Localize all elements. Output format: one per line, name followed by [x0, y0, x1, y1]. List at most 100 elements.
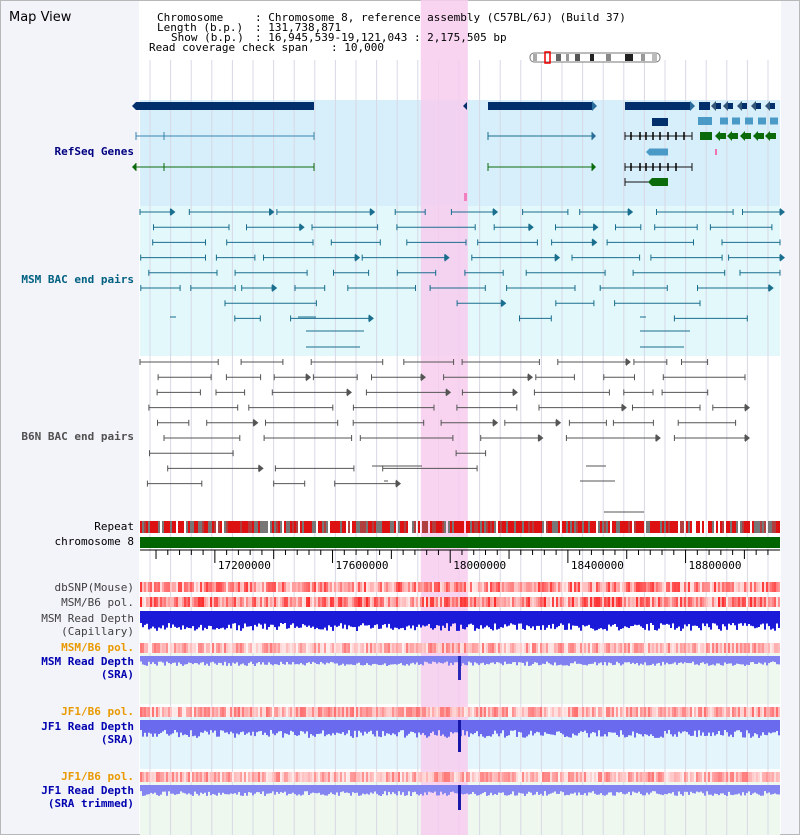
- refseq-gene-bar[interactable]: [652, 178, 668, 186]
- refseq-gene-bar[interactable]: [742, 103, 747, 109]
- jf1-trim-depth-bar: [628, 785, 630, 792]
- refseq-gene-bar[interactable]: [770, 117, 778, 125]
- msm-sra-depth-bar: [252, 656, 254, 664]
- track-label-jf1-pol-2[interactable]: JF1/B6 pol.: [61, 770, 134, 783]
- msm-pol2-heat-cell: [778, 643, 780, 653]
- refseq-gene-bar[interactable]: [728, 103, 733, 109]
- jf1-sra-depth-bar: [180, 720, 182, 733]
- refseq-gene-bar[interactable]: [758, 117, 766, 125]
- repeat-segment: [710, 521, 712, 533]
- jf1-trim-depth-bar: [158, 785, 160, 796]
- jf1-trim-depth-bar: [178, 785, 180, 794]
- track-label-refseq[interactable]: RefSeq Genes: [54, 145, 134, 158]
- refseq-gene-bar[interactable]: [700, 132, 712, 140]
- refseq-gene-bar[interactable]: [698, 117, 712, 125]
- jf1-trim-depth-bar: [676, 785, 678, 796]
- jf1-pol-heat-cell: [312, 707, 314, 717]
- msm-pol-heat-cell: [190, 597, 192, 607]
- repeat-segment: [188, 521, 190, 533]
- selected-region-highlight[interactable]: [420, 0, 468, 835]
- jf1-trim-depth-bar: [620, 785, 622, 792]
- msm-sra-depth-bar: [648, 656, 650, 666]
- dbsnp-heat-cell: [144, 582, 146, 592]
- track-label-msm-depth-sra[interactable]: MSM Read Depth: [41, 655, 134, 668]
- jf1-pol2-heat-cell: [578, 772, 580, 782]
- info-coverage-value: : 10,000: [331, 41, 384, 54]
- msm-capillary-depth-bar: [614, 611, 616, 624]
- refseq-gene-bar[interactable]: [732, 117, 740, 125]
- track-label-b6n-bac[interactable]: B6N BAC end pairs: [21, 430, 134, 443]
- repeat-segment: [530, 521, 532, 533]
- msm-sra-depth-bar: [584, 656, 586, 665]
- dbsnp-heat-cell: [630, 582, 632, 592]
- refseq-gene-bar[interactable]: [745, 133, 751, 139]
- track-label-msm-bac[interactable]: MSM BAC end pairs: [21, 273, 134, 286]
- msm-capillary-depth-bar: [506, 611, 508, 627]
- jf1-pol-heat-cell: [220, 707, 222, 717]
- track-label-msm-pol-1[interactable]: MSM/B6 pol.: [61, 596, 134, 609]
- jf1-pol-heat-cell: [602, 707, 604, 717]
- jf1-pol-heat-cell: [622, 707, 624, 717]
- jf1-trim-depth-bar: [640, 785, 642, 794]
- dbsnp-heat-cell: [166, 582, 168, 592]
- track-label-jf1-depth-trimmed[interactable]: JF1 Read Depth: [41, 784, 134, 797]
- refseq-gene-small[interactable]: [464, 193, 467, 201]
- repeat-segment: [364, 521, 366, 533]
- track-label-repeat[interactable]: Repeat: [94, 520, 134, 533]
- refseq-gene-bar[interactable]: [720, 117, 728, 125]
- msm-sra-depth-bar: [280, 656, 282, 662]
- dbsnp-heat-cell: [240, 582, 242, 592]
- jf1-sra-depth-bar: [588, 720, 590, 738]
- refseq-gene-bar[interactable]: [652, 118, 668, 126]
- refseq-gene-bar[interactable]: [732, 133, 738, 139]
- track-label-msm-depth-capillary[interactable]: MSM Read Depth: [41, 612, 134, 625]
- refseq-gene-bar[interactable]: [488, 102, 592, 110]
- refseq-gene-bar[interactable]: [625, 102, 690, 110]
- jf1-pol-heat-cell: [700, 707, 702, 717]
- refseq-gene-bar[interactable]: [716, 103, 721, 109]
- refseq-gene-bar[interactable]: [745, 117, 753, 125]
- refseq-gene-bar[interactable]: [770, 133, 776, 139]
- refseq-gene-bar[interactable]: [699, 102, 710, 110]
- msm-capillary-depth-bar: [298, 611, 300, 628]
- jf1-sra-depth-bar: [520, 720, 522, 733]
- jf1-trim-depth-bar: [612, 785, 614, 796]
- chromosome-bar[interactable]: [140, 537, 780, 548]
- refseq-gene-bar[interactable]: [770, 103, 775, 109]
- track-label-jf1-depth-sra[interactable]: JF1 Read Depth: [41, 720, 134, 733]
- track-label-dbsnp[interactable]: dbSNP(Mouse): [54, 581, 134, 594]
- track-label-msm-pol-2[interactable]: MSM/B6 pol.: [61, 641, 134, 654]
- msm-pol2-heat-cell: [632, 643, 634, 653]
- msm-pol-heat-cell: [600, 597, 602, 607]
- dbsnp-heat-cell: [740, 582, 742, 592]
- repeat-segment: [652, 521, 654, 533]
- jf1-pol2-heat-cell: [408, 772, 410, 782]
- refseq-gene-bar[interactable]: [650, 148, 668, 156]
- refseq-gene-bar[interactable]: [756, 103, 761, 109]
- msm-sra-depth-bar: [660, 656, 662, 666]
- jf1-trim-depth-bar: [718, 785, 720, 796]
- jf1-pol-heat-cell: [512, 707, 514, 717]
- refseq-gene-bar[interactable]: [758, 133, 764, 139]
- refseq-gene-small[interactable]: [715, 149, 717, 155]
- jf1-trim-depth-bar: [208, 785, 210, 792]
- jf1-sra-depth-bar: [492, 720, 494, 735]
- jf1-trim-depth-bar: [370, 785, 372, 793]
- repeat-segment: [676, 521, 678, 533]
- msm-sra-depth-bar: [168, 656, 170, 664]
- jf1-pol-heat-cell: [428, 707, 430, 717]
- refseq-gene-bar[interactable]: [720, 133, 726, 139]
- jf1-pol2-heat-cell: [176, 772, 178, 782]
- repeat-segment: [330, 521, 332, 533]
- msm-sra-depth-bar: [380, 656, 382, 666]
- jf1-trim-depth-bar: [328, 785, 330, 795]
- gene-strand-arrow: [715, 131, 720, 141]
- msm-pol-heat-cell: [756, 597, 758, 607]
- msm-pol-heat-cell: [224, 597, 226, 607]
- msm-pol2-heat-cell: [314, 643, 316, 653]
- msm-capillary-depth-bar: [482, 611, 484, 629]
- track-label-chromosome[interactable]: chromosome 8: [54, 535, 134, 548]
- refseq-gene-bar[interactable]: [136, 102, 314, 110]
- track-label-jf1-pol-1[interactable]: JF1/B6 pol.: [61, 705, 134, 718]
